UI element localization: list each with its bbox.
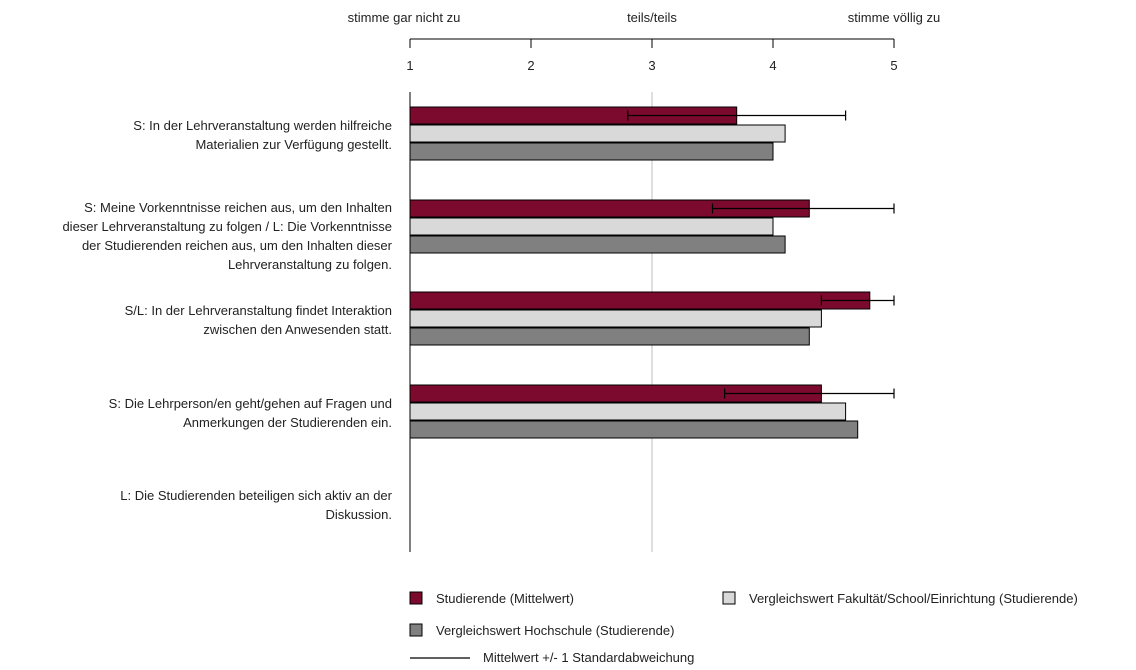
scale-labels: stimme gar nicht zu teils/teils stimme v… [348,10,941,25]
category-labels: S: In der Lehrveranstaltung werden hilfr… [62,118,392,522]
x-tick-label: 2 [527,58,534,73]
category-label-line: Anmerkungen der Studierenden ein. [183,415,392,430]
bar-fakultaet [409,402,847,421]
legend-label: Vergleichswert Fakultät/School/Einrichtu… [749,591,1078,606]
scale-label-mid: teils/teils [627,10,677,25]
category-label-line: Lehrveranstaltung zu folgen. [228,257,392,272]
legend-swatch [722,591,736,605]
category-label: S/L: In der Lehrveranstaltung findet Int… [125,303,392,337]
legend-item: Vergleichswert Fakultät/School/Einrichtu… [722,591,1078,606]
category-label: S: Die Lehrperson/en geht/gehen auf Frag… [109,396,392,430]
category-label: L: Die Studierenden beteiligen sich akti… [120,488,392,522]
error-bar [627,110,847,121]
category-label-line: S: In der Lehrveranstaltung werden hilfr… [133,118,392,133]
legend-item-errorbar: Mittelwert +/- 1 Standardabweichung [410,650,694,665]
legend-swatch [409,623,423,637]
category-label-line: Diskussion. [326,507,392,522]
category-label: S: In der Lehrveranstaltung werden hilfr… [133,118,392,152]
legend-item: Studierende (Mittelwert) [409,591,574,606]
bar-hochschule [409,235,786,254]
legend-item: Vergleichswert Hochschule (Studierende) [409,623,674,638]
x-tick-label: 1 [406,58,413,73]
category-label-line: S: Die Lehrperson/en geht/gehen auf Frag… [109,396,392,411]
category-label-line: Materialien zur Verfügung gestellt. [195,137,392,152]
legend-label: Studierende (Mittelwert) [436,591,574,606]
bar-fakultaet [409,217,774,236]
legend-label: Vergleichswert Hochschule (Studierende) [436,623,674,638]
error-bar [723,388,895,399]
x-tick-label: 5 [890,58,897,73]
bar-fakultaet [409,309,822,328]
bar-hochschule [409,142,774,161]
legend-swatch [409,591,423,605]
bar-fakultaet [409,124,786,143]
error-bar [711,203,895,214]
bar-hochschule [409,327,810,346]
category-label-line: S/L: In der Lehrveranstaltung findet Int… [125,303,392,318]
scale-label-min: stimme gar nicht zu [348,10,461,25]
error-bar [820,295,895,306]
category-label-line: dieser Lehrveranstaltung zu folgen / L: … [62,219,392,234]
x-tick-label: 4 [769,58,776,73]
bars [409,106,871,439]
bar-studierende [409,291,871,310]
scale-label-max: stimme völlig zu [848,10,940,25]
error-bars [627,110,895,399]
category-label-line: zwischen den Anwesenden statt. [203,322,392,337]
category-label: S: Meine Vorkenntnisse reichen aus, um d… [62,200,392,272]
category-label-line: L: Die Studierenden beteiligen sich akti… [120,488,392,503]
bar-hochschule [409,420,859,439]
x-axis: 1 2 3 4 5 [406,38,898,73]
legend-errorbar-label: Mittelwert +/- 1 Standardabweichung [483,650,694,665]
category-label-line: S: Meine Vorkenntnisse reichen aus, um d… [84,200,392,215]
x-tick-label: 3 [648,58,655,73]
category-label-line: der Studierenden reichen aus, um den Inh… [82,238,393,253]
legend: Studierende (Mittelwert) Vergleichswert F… [409,591,1078,665]
